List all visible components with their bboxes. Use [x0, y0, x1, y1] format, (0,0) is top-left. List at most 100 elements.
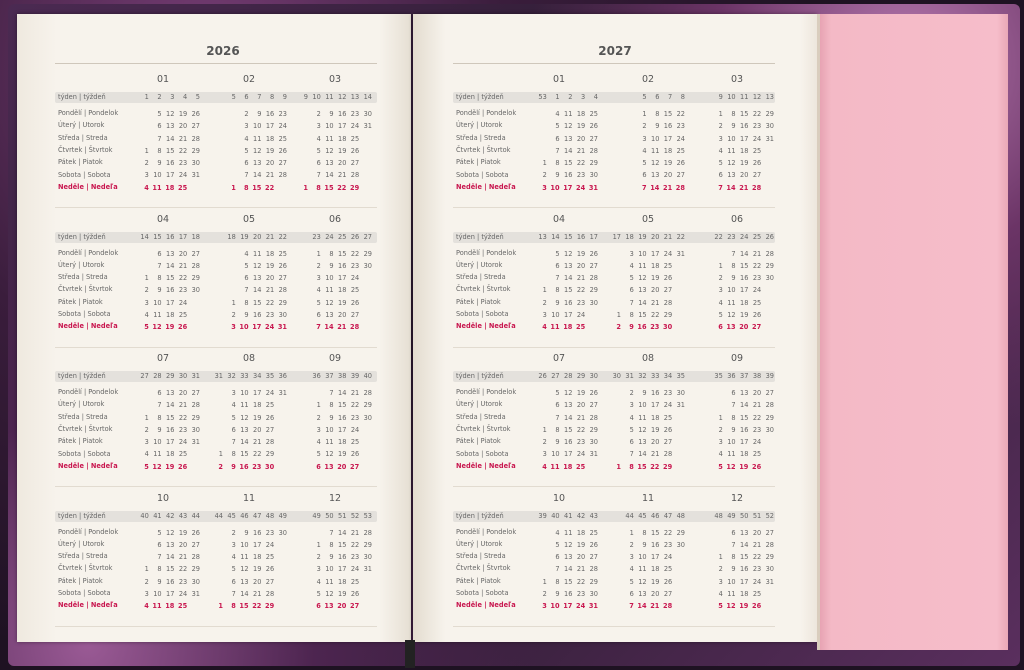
day-cell[interactable]: 6 [157, 249, 162, 258]
day-cell[interactable]: 29 [663, 462, 673, 471]
day-cell[interactable]: 27 [350, 462, 360, 471]
day-cell[interactable]: 29 [589, 577, 598, 586]
day-cell[interactable]: 11 [638, 565, 647, 574]
day-cell[interactable]: 17 [338, 122, 347, 131]
day-cell[interactable] [672, 436, 685, 448]
day-cell[interactable]: 13 [166, 389, 175, 397]
day-cell[interactable]: 9 [231, 462, 236, 471]
day-cell[interactable]: 17 [564, 310, 573, 319]
day-cell[interactable]: 10 [551, 310, 560, 319]
day-cell[interactable]: 15 [166, 146, 175, 155]
day-cell[interactable]: 26 [589, 540, 598, 549]
day-cell[interactable]: 27 [191, 122, 200, 131]
day-cell[interactable]: 24 [752, 134, 762, 143]
day-cell[interactable]: 25 [278, 249, 287, 258]
day-cell[interactable]: 13 [726, 323, 736, 332]
day-cell[interactable]: 14 [253, 286, 262, 295]
day-cell[interactable]: 27 [765, 528, 774, 537]
day-cell[interactable]: 24 [278, 122, 287, 131]
day-cell[interactable] [210, 539, 223, 551]
day-cell[interactable]: 7 [231, 589, 236, 598]
day-cell[interactable]: 16 [166, 577, 175, 586]
day-cell[interactable]: 10 [153, 438, 162, 447]
day-cell[interactable] [761, 284, 774, 296]
day-cell[interactable]: 5 [157, 528, 162, 537]
day-cell[interactable]: 8 [555, 577, 560, 586]
day-cell[interactable]: 11 [727, 450, 736, 459]
day-cell[interactable]: 1 [144, 274, 149, 283]
day-cell[interactable] [274, 436, 287, 448]
day-cell[interactable]: 31 [765, 577, 774, 586]
day-cell[interactable]: 19 [178, 110, 188, 118]
day-cell[interactable]: 9 [731, 122, 736, 131]
day-cell[interactable]: 6 [157, 122, 162, 131]
day-cell[interactable]: 28 [663, 602, 673, 611]
day-cell[interactable]: 11 [325, 438, 334, 447]
day-cell[interactable]: 6 [316, 462, 321, 471]
day-cell[interactable]: 13 [638, 438, 647, 447]
day-cell[interactable]: 22 [576, 159, 586, 168]
day-cell[interactable]: 20 [338, 159, 347, 168]
day-cell[interactable] [761, 461, 774, 473]
day-cell[interactable]: 16 [338, 261, 347, 270]
day-cell[interactable]: 21 [178, 134, 188, 143]
day-cell[interactable]: 18 [576, 110, 586, 118]
day-cell[interactable]: 2 [542, 438, 547, 447]
day-cell[interactable]: 17 [563, 602, 573, 611]
day-cell[interactable]: 28 [191, 401, 200, 410]
day-cell[interactable]: 16 [338, 413, 347, 422]
day-cell[interactable]: 16 [740, 122, 749, 131]
day-cell[interactable]: 14 [324, 323, 334, 332]
day-cell[interactable]: 5 [629, 425, 634, 434]
day-cell[interactable]: 21 [650, 602, 660, 611]
day-cell[interactable]: 23 [178, 577, 188, 586]
day-cell[interactable]: 18 [740, 589, 749, 598]
day-cell[interactable]: 13 [727, 171, 736, 180]
day-cell[interactable]: 4 [231, 553, 236, 562]
day-cell[interactable]: 21 [338, 171, 347, 180]
day-cell[interactable]: 17 [564, 450, 573, 459]
day-cell[interactable]: 6 [231, 577, 236, 586]
day-cell[interactable] [274, 539, 287, 551]
day-cell[interactable]: 3 [144, 298, 149, 307]
day-cell[interactable]: 8 [157, 413, 162, 422]
day-cell[interactable]: 14 [564, 413, 573, 422]
day-cell[interactable]: 26 [278, 146, 287, 155]
day-cell[interactable] [710, 399, 723, 411]
day-cell[interactable]: 30 [363, 110, 372, 118]
day-cell[interactable] [274, 412, 287, 424]
day-cell[interactable]: 24 [752, 286, 762, 295]
day-cell[interactable]: 22 [752, 261, 762, 270]
day-cell[interactable]: 15 [637, 462, 647, 471]
day-cell[interactable]: 28 [663, 450, 673, 459]
day-cell[interactable]: 13 [564, 261, 573, 270]
day-cell[interactable]: 15 [338, 401, 347, 410]
day-cell[interactable]: 28 [363, 389, 372, 397]
day-cell[interactable]: 3 [718, 286, 723, 295]
day-cell[interactable]: 12 [651, 159, 660, 168]
day-cell[interactable]: 29 [363, 249, 372, 258]
day-cell[interactable]: 10 [153, 298, 162, 307]
day-cell[interactable]: 20 [651, 589, 660, 598]
day-cell[interactable]: 30 [589, 171, 598, 180]
day-cell[interactable]: 21 [651, 298, 660, 307]
day-cell[interactable]: 29 [191, 146, 200, 155]
day-cell[interactable]: 14 [253, 171, 262, 180]
day-cell[interactable] [210, 563, 223, 575]
day-cell[interactable] [608, 284, 621, 296]
day-cell[interactable]: 21 [651, 450, 660, 459]
day-cell[interactable]: 12 [253, 261, 262, 270]
day-cell[interactable]: 20 [576, 553, 586, 562]
day-cell[interactable]: 20 [265, 159, 275, 168]
day-cell[interactable]: 25 [178, 602, 188, 611]
day-cell[interactable] [223, 284, 236, 296]
day-cell[interactable]: 17 [663, 134, 673, 143]
day-cell[interactable]: 27 [663, 589, 673, 598]
day-cell[interactable]: 22 [178, 274, 188, 283]
day-cell[interactable]: 23 [663, 540, 673, 549]
day-cell[interactable]: 27 [752, 323, 762, 332]
day-cell[interactable]: 13 [325, 310, 334, 319]
day-cell[interactable] [672, 297, 685, 309]
day-cell[interactable]: 26 [191, 528, 200, 537]
day-cell[interactable]: 19 [739, 602, 749, 611]
